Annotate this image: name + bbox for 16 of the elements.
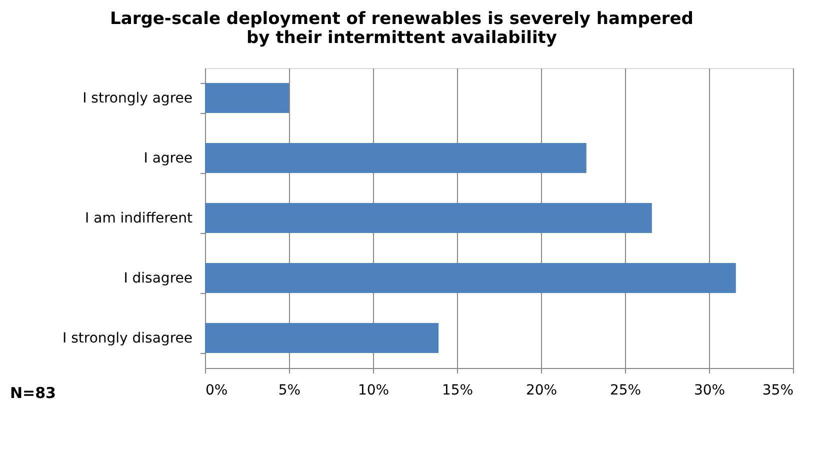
x-tick-label: 20% [526, 382, 558, 398]
x-tick-label: 0% [206, 382, 228, 398]
text: N=83 [10, 384, 56, 402]
y-tick-label: I strongly agree [82, 90, 192, 106]
y-tick-label: I strongly disagree [62, 330, 192, 346]
y-tick-label: I disagree [124, 270, 192, 286]
y-tick-label: I agree [144, 150, 192, 166]
y-tick-label: I am indifferent [85, 210, 194, 226]
x-tick-label: 25% [610, 382, 642, 398]
text: by their intermittent availability [246, 28, 558, 48]
x-tick-label: 30% [694, 382, 726, 398]
x-tick-label: 15% [442, 382, 474, 398]
x-tick-label: 35% [762, 382, 794, 398]
text: Large-scale deployment of renewables is severely hampered [110, 9, 694, 29]
x-tick-label: 10% [358, 382, 390, 398]
x-tick-label: 5% [278, 382, 301, 398]
